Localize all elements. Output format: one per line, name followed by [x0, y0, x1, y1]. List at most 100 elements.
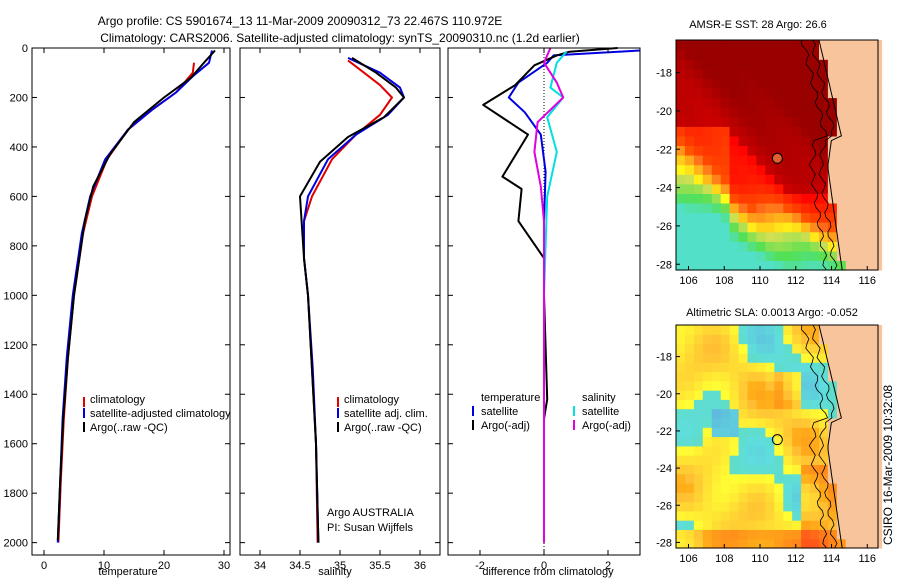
x-tick-label: 35.5	[369, 560, 390, 572]
series-line	[303, 56, 405, 543]
plot-frame	[31, 47, 231, 556]
x-tick-label: 35	[334, 560, 346, 572]
series-line	[57, 62, 195, 543]
y-tick-label: 600	[10, 191, 28, 203]
temperature-axes: 0 10 20 30 0 200 400 600 800 1000 1200 1400 1600 1800…	[4, 43, 231, 572]
side-stamp: CSIRO 16-Mar-2009 10:32:08	[881, 385, 895, 545]
x-tick-label: 112	[787, 275, 805, 287]
y-tick-label: 800	[10, 241, 28, 253]
x-tick-label: 116	[859, 553, 877, 565]
series-line	[543, 51, 568, 543]
sst-field-cells	[676, 40, 883, 271]
y-tick-label: -22	[656, 144, 672, 156]
difference-legend: temperature satellite Argo(-adj) salinit…	[472, 392, 631, 432]
y-tick-label: -26	[656, 500, 672, 512]
x-tick-label: 34	[254, 560, 266, 572]
y-tick-label: -24	[656, 183, 672, 195]
salinity-legend: climatology satellite adj. clim. Argo(..…	[327, 394, 428, 534]
x-tick-label: 110	[751, 275, 769, 287]
y-tick-label: -24	[656, 463, 672, 475]
y-tick-label: 1000	[4, 290, 28, 302]
y-tick-label: -28	[656, 537, 672, 549]
legend-label: satellite-adjusted climatology	[90, 408, 231, 420]
series-line	[56, 49, 216, 541]
x-tick-label: 106	[679, 275, 697, 287]
sla-map: 106 108 110 112 114 116 -18 -20 -22 -24 -26 -28	[656, 324, 883, 565]
x-tick-label: 2	[605, 560, 611, 572]
y-tick-label: 400	[10, 142, 28, 154]
sla-map-title: Altimetric SLA: 0.0013 Argo: -0.052	[686, 307, 858, 319]
salinity-xlabel: salinity	[318, 566, 352, 578]
y-tick-label: 1200	[4, 340, 28, 352]
sst-map: 106 108 110 112 114 116 -18 -20 -22 -24 -26 -28	[656, 39, 883, 287]
legend-label: climatology	[90, 394, 146, 406]
x-tick-label: 114	[823, 553, 841, 565]
series-line	[533, 47, 565, 543]
legend-label: Argo(..raw -QC)	[90, 422, 168, 434]
y-tick-label: 0	[22, 43, 28, 55]
y-tick-label: -18	[656, 68, 672, 80]
figure-title-line1: Argo profile: CS 5901674_13 11-Mar-2009 …	[98, 14, 503, 28]
argo-float-marker	[771, 152, 783, 164]
temperature-legend: climatology satellite-adjusted climatolo…	[83, 394, 231, 434]
x-tick-label: 0	[41, 560, 47, 572]
isobath-line	[812, 324, 838, 549]
series-line	[482, 47, 618, 543]
x-tick-label: 108	[715, 275, 733, 287]
sla-field-cells	[676, 325, 883, 549]
y-tick-label: -20	[656, 389, 672, 401]
series-line	[507, 49, 641, 543]
x-tick-label: 114	[823, 275, 841, 287]
legend-heading-salinity: salinity	[582, 392, 616, 404]
salinity-note-line2: PI: Susan Wijffels	[327, 522, 413, 534]
legend-heading-temperature: temperature	[481, 392, 540, 404]
y-tick-label: -20	[656, 106, 672, 118]
coastline	[818, 324, 843, 549]
difference-axes: -2 0 2	[447, 47, 641, 572]
x-tick-label: 112	[787, 553, 805, 565]
y-tick-label: -26	[656, 221, 672, 233]
x-tick-label: 106	[679, 553, 697, 565]
x-tick-label: 20	[158, 560, 170, 572]
argo-float-marker	[771, 434, 783, 446]
salinity-note-line1: Argo AUSTRALIA	[327, 507, 414, 519]
x-tick-label: 110	[751, 553, 769, 565]
legend-label: climatology	[344, 394, 400, 406]
legend-label: satellite adj. clim.	[344, 408, 428, 420]
isobath-line	[812, 39, 838, 271]
x-tick-label: 10	[98, 560, 110, 572]
legend-label: satellite	[481, 406, 518, 418]
y-tick-label: 1600	[4, 439, 28, 451]
x-tick-label: 0	[541, 560, 547, 572]
plot-frame	[239, 47, 441, 556]
y-tick-label: -28	[656, 259, 672, 271]
salinity-axes: 34 34.5 35 35.5 36	[239, 47, 441, 572]
legend-label: Argo(..raw -QC)	[344, 422, 422, 434]
map-frame	[675, 324, 879, 549]
x-tick-label: 36	[414, 560, 426, 572]
isobath-line	[801, 39, 829, 271]
series-line	[299, 57, 405, 543]
legend-label: Argo(-adj)	[481, 420, 530, 432]
x-tick-label: 34.5	[289, 560, 310, 572]
series-line	[56, 50, 213, 543]
figure-title-line2: Climatology: CARS2006. Satellite-adjuste…	[100, 31, 580, 45]
y-tick-label: 1400	[4, 389, 28, 401]
difference-xlabel: difference from climatology	[482, 566, 614, 578]
y-tick-label: -18	[656, 352, 672, 364]
y-tick-label: -22	[656, 426, 672, 438]
coastline	[818, 39, 843, 271]
map-frame	[675, 39, 879, 271]
x-tick-label: -2	[475, 560, 485, 572]
y-tick-label: 1800	[4, 488, 28, 500]
sst-map-title: AMSR-E SST: 28 Argo: 26.6	[689, 19, 827, 31]
temperature-xlabel: temperature	[98, 566, 157, 578]
x-tick-label: 30	[218, 560, 230, 572]
isobath-line	[801, 324, 829, 549]
legend-label: Argo(-adj)	[582, 420, 631, 432]
x-tick-label: 108	[715, 553, 733, 565]
legend-label: satellite	[582, 406, 619, 418]
y-tick-label: 200	[10, 92, 28, 104]
x-tick-label: 116	[859, 275, 877, 287]
